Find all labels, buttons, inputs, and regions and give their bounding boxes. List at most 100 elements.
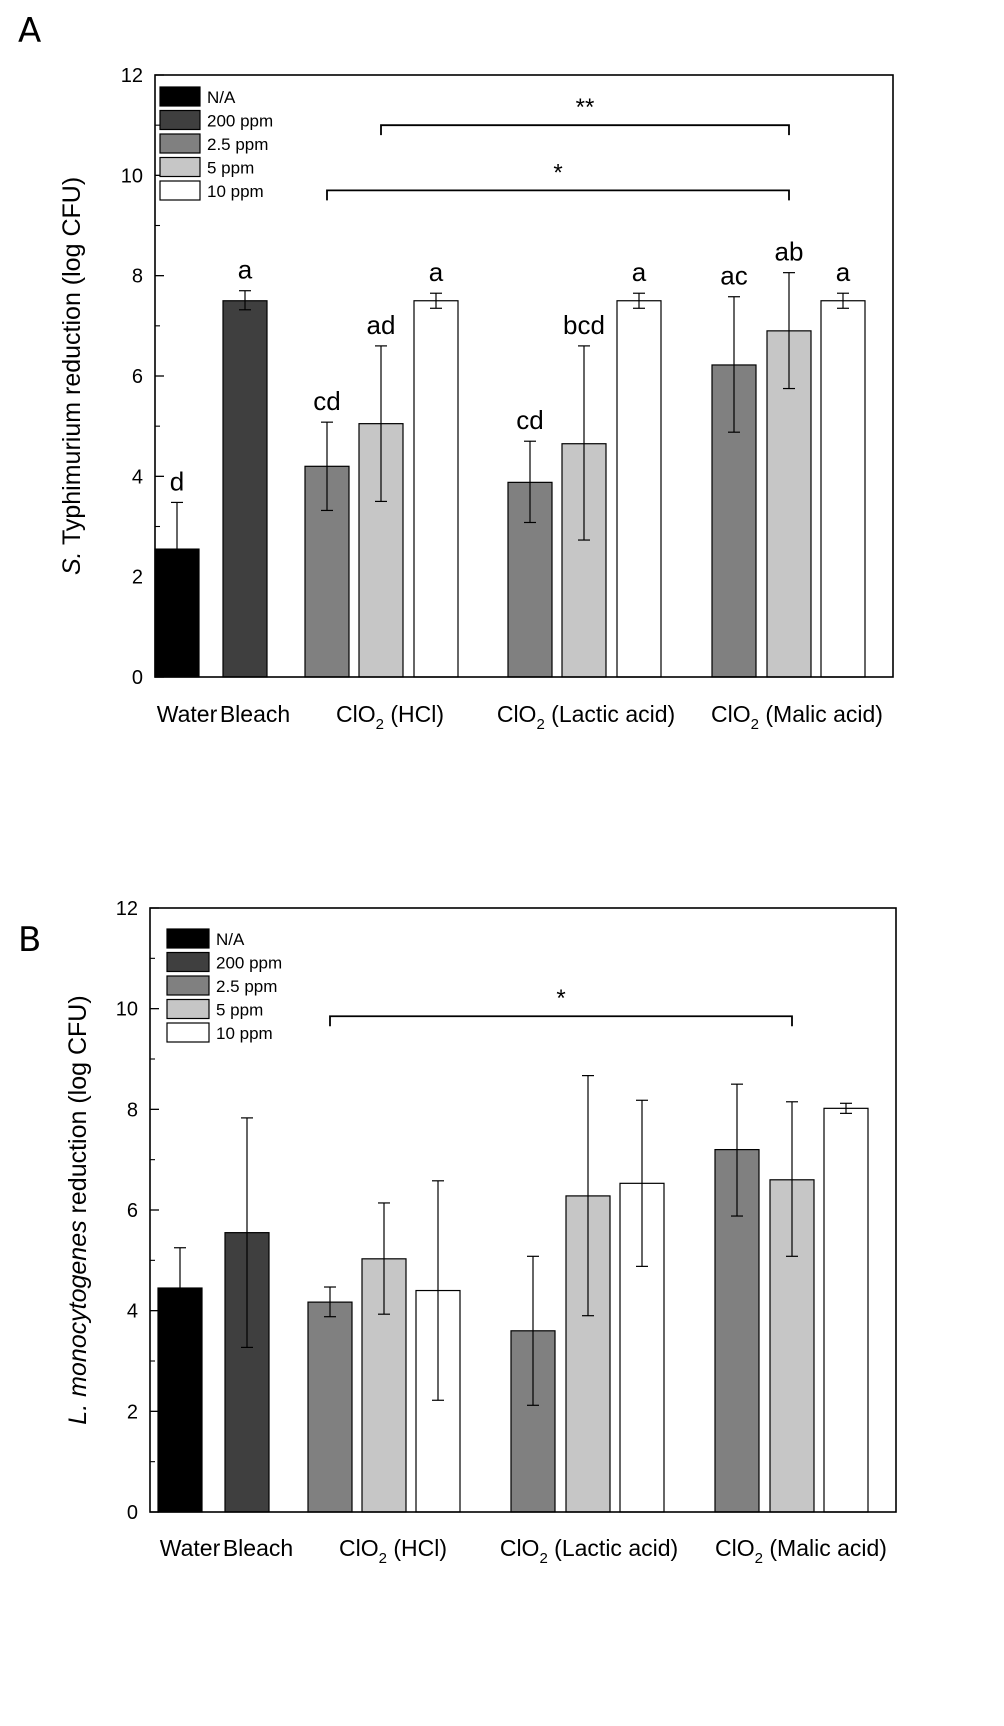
error-bar: [324, 1286, 336, 1318]
y-tick-label: 6: [127, 1200, 138, 1222]
x-label-main: ClO: [336, 701, 376, 727]
error-bar: [582, 1075, 594, 1317]
bar: [823, 1107, 869, 1513]
x-label-tail: (Malic acid): [759, 701, 883, 727]
error-bar: [430, 292, 442, 309]
significance-letter: ad: [367, 310, 396, 340]
y-tick-label: 4: [132, 466, 143, 488]
x-label-tail: (HCl): [384, 701, 444, 727]
x-label-subscript: 2: [376, 716, 384, 733]
legend: N/A 200 ppm 2.5 ppm 5 ppm 10 ppm: [159, 86, 273, 201]
y-tick-label: 4: [127, 1301, 138, 1323]
y-axis-label-italic: S.: [58, 552, 86, 576]
panel-label-a: A: [18, 11, 41, 51]
legend-label: 2.5 ppm: [207, 135, 268, 154]
bar: [413, 300, 459, 678]
error-bar: [241, 1117, 253, 1349]
y-tick-label: 12: [121, 65, 143, 87]
legend-label: 200 ppm: [216, 954, 282, 973]
x-label-subscript: 2: [755, 1550, 763, 1567]
y-axis-label: S. Typhimurium reduction (log CFU): [58, 177, 86, 575]
legend-swatch: [166, 998, 210, 1020]
significance-letter: ab: [775, 237, 804, 267]
y-tick-label: 8: [127, 1099, 138, 1121]
error-bar: [171, 501, 183, 677]
error-bar: [578, 345, 590, 541]
x-tick-label: Water: [160, 1535, 221, 1561]
legend-label: 5 ppm: [207, 159, 254, 178]
x-tick-label: ClO2 (Lactic acid): [500, 1535, 678, 1567]
x-label-main: Bleach: [220, 701, 290, 727]
x-label-tail: (Lactic acid): [545, 701, 675, 727]
x-tick-label: Bleach: [220, 701, 290, 727]
legend-label: N/A: [207, 88, 236, 107]
x-label-main: Water: [160, 1535, 221, 1561]
y-tick-label: 0: [127, 1502, 138, 1524]
chart-panel-b: 0 2 4 6 8 10 12 L. monocytogenes reduction (log…: [64, 898, 897, 1567]
error-bar: [840, 1102, 852, 1114]
significance-letter: cd: [313, 386, 340, 416]
error-bar: [633, 292, 645, 309]
y-tick-label: 2: [127, 1401, 138, 1423]
x-label-main: ClO: [497, 701, 537, 727]
y-tick-label: 8: [132, 266, 143, 288]
x-label-subscript: 2: [536, 716, 544, 733]
legend-label: 5 ppm: [216, 1001, 263, 1020]
bar: [820, 300, 866, 678]
error-bar: [731, 1083, 743, 1217]
legend-swatch: [166, 975, 210, 996]
legend-swatch: [159, 156, 201, 178]
error-bar: [527, 1255, 539, 1406]
x-label-main: ClO: [339, 1535, 379, 1561]
legend-swatch: [166, 1022, 210, 1043]
y-axis-label-rest: Typhimurium reduction (log CFU): [58, 177, 86, 552]
bracket-asterisk: *: [553, 159, 562, 186]
legend-label: 10 ppm: [207, 182, 264, 201]
bracket-line: [380, 124, 790, 136]
x-tick-label: ClO2 (Lactic acid): [497, 701, 675, 733]
significance-letter: cd: [516, 405, 543, 435]
bracket-line: [329, 1015, 793, 1027]
legend-swatch: [159, 180, 201, 201]
x-label-tail: (HCl): [387, 1535, 447, 1561]
error-bar: [524, 440, 536, 524]
bracket-asterisk: **: [576, 94, 595, 121]
x-tick-label: ClO2 (HCl): [336, 701, 444, 733]
legend-swatch: [166, 951, 210, 973]
y-axis-label: L. monocytogenes reduction (log CFU): [64, 995, 92, 1424]
y-tick-label: 6: [132, 366, 143, 388]
significance-letter: ac: [720, 261, 747, 291]
error-bar: [837, 292, 849, 309]
error-bar: [239, 290, 251, 311]
significance-letter: a: [632, 257, 647, 287]
y-tick-label: 0: [132, 667, 143, 689]
x-label-main: Water: [157, 701, 218, 727]
x-label-subscript: 2: [379, 1550, 387, 1567]
x-tick-label: Bleach: [223, 1535, 293, 1561]
y-tick-label: 10: [116, 999, 138, 1021]
significance-bracket: **: [380, 94, 790, 136]
bracket-line: [326, 189, 790, 201]
bar: [222, 300, 268, 678]
error-bar: [375, 345, 387, 503]
bar: [307, 1301, 353, 1513]
error-bar: [786, 1101, 798, 1257]
y-axis-label-rest: reduction (log CFU): [64, 995, 92, 1220]
error-bar: [783, 272, 795, 390]
x-label-main: ClO: [500, 1535, 540, 1561]
significance-letter: d: [170, 466, 184, 496]
y-tick-label: 2: [132, 567, 143, 589]
bracket-asterisk: *: [556, 985, 565, 1012]
x-tick-label: ClO2 (Malic acid): [711, 701, 883, 733]
x-tick-label: ClO2 (HCl): [339, 1535, 447, 1567]
y-tick-label: 12: [116, 898, 138, 920]
bar: [616, 300, 662, 678]
significance-letter: bcd: [563, 310, 605, 340]
error-bar: [432, 1180, 444, 1401]
legend-swatch: [159, 133, 201, 154]
legend-label: 200 ppm: [207, 112, 273, 131]
x-label-tail: (Malic acid): [763, 1535, 887, 1561]
legend-label: N/A: [216, 930, 245, 949]
legend: N/A 200 ppm 2.5 ppm 5 ppm 10 ppm: [166, 928, 282, 1043]
